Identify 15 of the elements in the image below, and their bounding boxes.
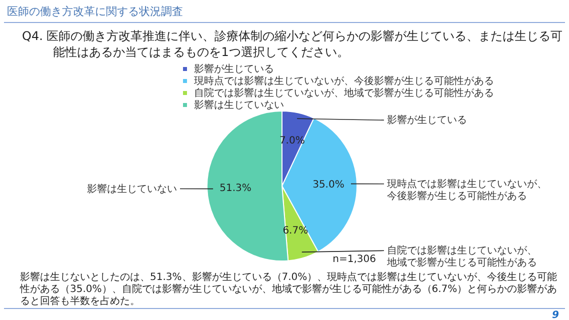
text: n=1,306 [332,254,376,265]
chart-title: 医師の働き方改革に関する状況調査 [7,4,183,19]
data-label: 35.0% [312,180,344,191]
slice-label: 現時点では影響は生じていないが、今後影響が生じる可能性がある [387,178,547,202]
legend-label: 現時点では影響は生じていないが、今後影響が生じる可能性がある [194,75,494,87]
chart-subtitle: Q4. 医師の働き方改革推進に伴い、診療体制の縮小など何らかの影響が生じている、または生じる可能性はあるか当てはまるものを1つ選択してください。 [22,28,564,60]
data-label: 51.3% [220,182,252,194]
text: 9 [552,310,559,320]
legend-label: 影響が生じている [194,63,274,75]
legend-label: 影響は生じていない [194,99,284,111]
slice-label: 影響は生じていない [87,182,177,195]
legend-label: 自院では影響は生じていないが、地域で影響が生じる可能性がある [194,87,494,99]
slice-label: 影響が生じている [387,114,467,126]
text: 影響は生じないとしたのは、51.3%、影響が生じている（7.0%）、現時点では影響は生じていないが、今後生じる可能性がある（35.0%）、自院では影響が生じていないが、地域で影響が生じる可能性がある（6.7%）と何らかの影響があると回答も半数を占めた。 [20,272,558,308]
slice-label: 自院では影響は生じていないが、地域で影響が生じる可能性がある [386,244,537,269]
